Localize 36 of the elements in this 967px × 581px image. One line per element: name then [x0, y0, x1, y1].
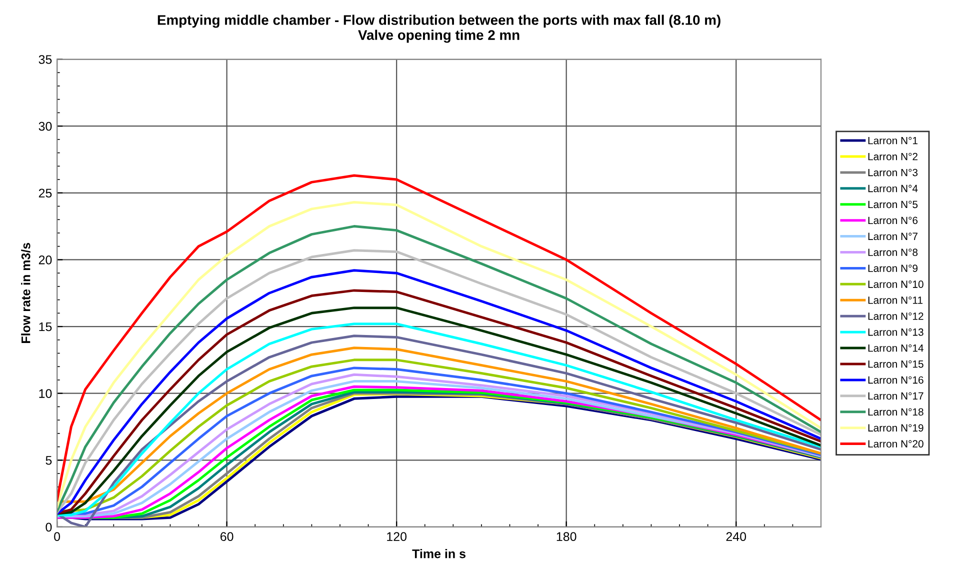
y-tick-label: 0 — [46, 522, 52, 532]
legend-label: Larron N°2 — [868, 152, 918, 160]
legend-label: Larron N°8 — [868, 248, 918, 256]
y-tick-label: 35 — [38, 55, 52, 64]
x-tick-label: 120 — [387, 532, 407, 542]
y-tick-label: 15 — [39, 322, 52, 332]
legend-label: Larron N°4 — [868, 184, 918, 192]
y-tick-label: 25 — [38, 188, 52, 198]
legend-label: Larron N°17 — [868, 392, 924, 400]
legend-label: Larron N°13 — [868, 328, 924, 336]
legend-label: Larron N°1 — [868, 136, 918, 144]
legend-label: Larron N°20 — [868, 440, 924, 448]
legend-label: Larron N°9 — [868, 264, 918, 272]
legend-label: Larron N°10 — [868, 280, 924, 288]
legend-label: Larron N°11 — [868, 296, 923, 304]
legend-label: Larron N°14 — [868, 344, 924, 352]
legend-label: Larron N°7 — [868, 232, 918, 240]
x-tick-label: 240 — [726, 532, 746, 542]
legend-label: Larron N°18 — [868, 408, 924, 416]
legend-label: Larron N°16 — [868, 376, 924, 384]
legend-label: Larron N°12 — [868, 312, 924, 320]
y-tick-label: 20 — [38, 256, 52, 264]
y-tick-label: 5 — [46, 456, 52, 465]
x-tick-label: 60 — [220, 532, 234, 542]
x-tick-label: 0 — [54, 532, 60, 542]
y-tick-label: 30 — [38, 122, 52, 131]
y-tick-label: 10 — [39, 389, 52, 398]
legend-label: Larron N°5 — [868, 200, 918, 208]
legend-label: Larron N°15 — [868, 360, 924, 368]
y-axis-title: Flow rate in m3/s — [21, 242, 30, 343]
legend-label: Larron N°19 — [868, 424, 924, 432]
legend-label: Larron N°3 — [868, 168, 918, 176]
legend-label: Larron N°6 — [868, 216, 918, 224]
chart-title: Emptying middle chamber - Flow distribution between the ports with max fall (8.10 m) Valve opening time 2 mn — [158, 14, 720, 43]
x-tick-label: 180 — [556, 532, 576, 542]
x-axis-title: Time in s — [412, 549, 466, 558]
